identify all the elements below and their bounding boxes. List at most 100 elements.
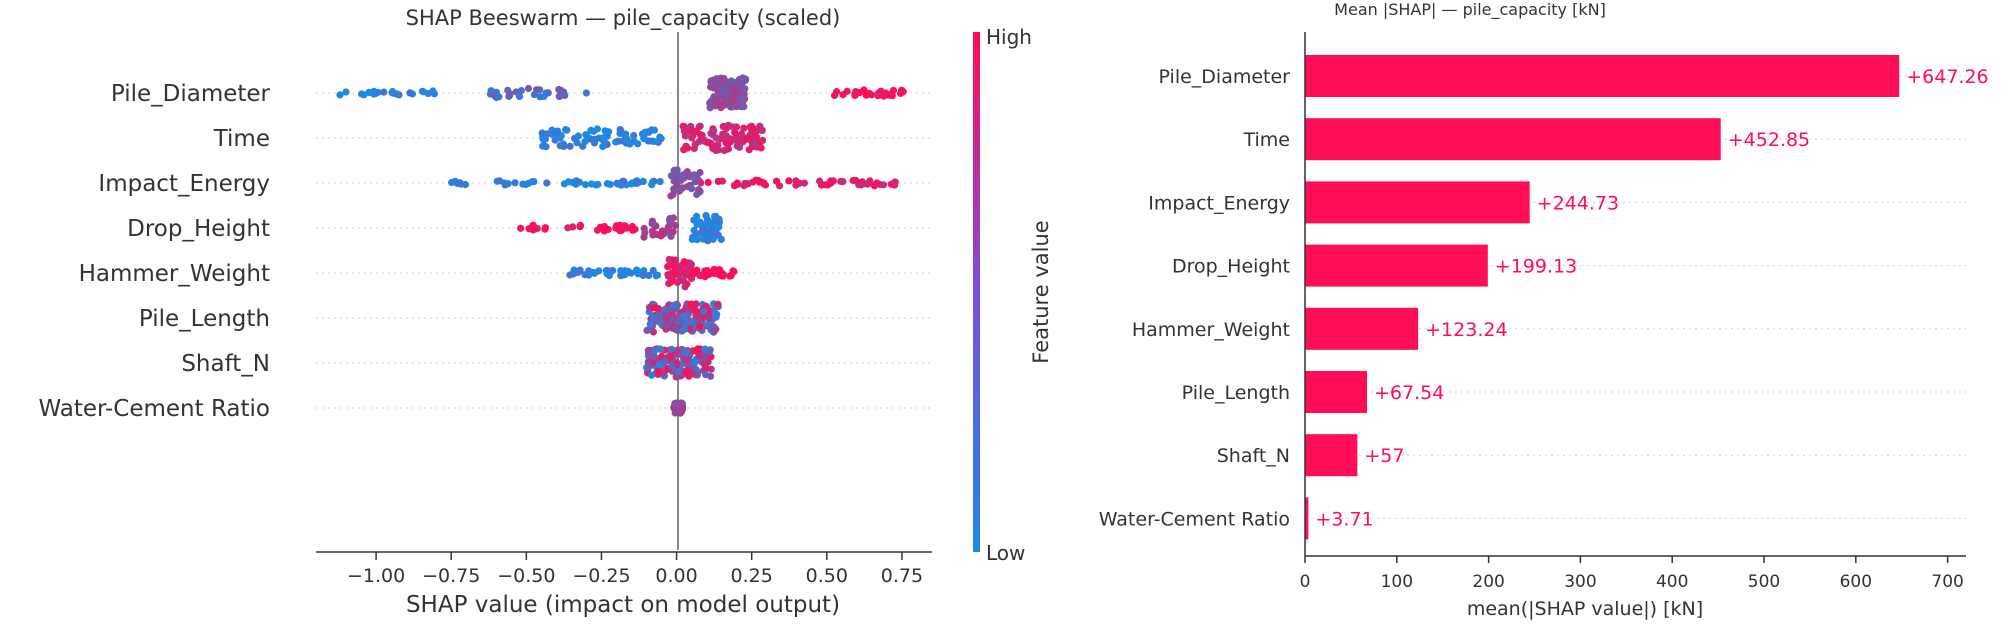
- bar-feature-label: Hammer_Weight: [1132, 319, 1290, 341]
- beeswarm-point: [587, 126, 595, 134]
- beeswarm-point: [687, 260, 696, 269]
- beeswarm-point: [650, 126, 659, 134]
- beeswarm-point: [888, 92, 896, 100]
- bar-x-tick-label: 300: [1564, 572, 1596, 592]
- beeswarm-point: [655, 361, 663, 369]
- beeswarm-point: [688, 185, 696, 193]
- beeswarm-point: [564, 224, 572, 232]
- beeswarm-point: [695, 123, 703, 131]
- beeswarm-point: [648, 181, 656, 189]
- colorbar-low-label: Low: [986, 541, 1025, 565]
- beeswarm-point: [703, 236, 711, 244]
- beeswarm-points: [336, 74, 907, 417]
- beeswarm-point: [649, 267, 657, 275]
- beeswarm-point: [731, 181, 739, 189]
- beeswarm-point: [517, 224, 525, 232]
- beeswarm-point: [555, 92, 563, 100]
- beeswarm-point: [621, 270, 630, 278]
- beeswarm-point: [615, 137, 623, 145]
- beeswarm-point: [639, 177, 647, 185]
- beeswarm-point: [663, 321, 671, 329]
- beeswarm-point: [501, 181, 509, 189]
- beeswarm-point: [824, 181, 832, 189]
- beeswarm-point: [656, 178, 664, 186]
- beeswarm-point: [649, 231, 657, 239]
- bar-x-tick-label: 400: [1656, 572, 1688, 592]
- beeswarm-point: [690, 144, 698, 152]
- beeswarm-point: [695, 351, 703, 359]
- beeswarm-chart: SHAP Beeswarm — pile_capacity (scaled) P…: [38, 6, 932, 618]
- beeswarm-point: [643, 326, 651, 334]
- beeswarm-x-tick-label: −0.50: [497, 565, 555, 587]
- beeswarm-point: [690, 270, 698, 278]
- beeswarm-point: [833, 88, 841, 96]
- beeswarm-point: [705, 314, 713, 323]
- beeswarm-point: [566, 142, 574, 150]
- beeswarm-point: [657, 232, 665, 240]
- beeswarm-point: [406, 89, 414, 97]
- beeswarm-point: [673, 278, 682, 287]
- beeswarm-point: [696, 168, 704, 177]
- beeswarm-point: [683, 368, 691, 377]
- beeswarm-point: [758, 126, 766, 134]
- beeswarm-point: [562, 126, 570, 134]
- beeswarm-point: [640, 233, 648, 241]
- beeswarm-point: [656, 310, 664, 318]
- beeswarm-point: [702, 371, 710, 379]
- beeswarm-point: [692, 234, 700, 242]
- beeswarm-x-ticks: −1.00 −0.75 −0.50 −0.25 0.00 0.25 0.50 0.75: [347, 552, 923, 587]
- beeswarm-point: [696, 272, 704, 280]
- beeswarm-point: [741, 75, 750, 83]
- beeswarm-point: [548, 127, 556, 135]
- bar: [1305, 244, 1488, 287]
- beeswarm-point: [591, 135, 599, 143]
- beeswarm-point: [539, 142, 547, 150]
- beeswarm-point: [714, 141, 722, 149]
- bar-value-label: +199.13: [1495, 256, 1577, 278]
- bar-x-ticks: 0 100 200 300 400 500 600 700: [1300, 556, 1964, 592]
- beeswarm-feature-labels: Pile_Diameter Time Impact_Energy Drop_Heigh…: [38, 81, 270, 422]
- beeswarm-point: [696, 323, 704, 331]
- beeswarm-point: [702, 364, 710, 372]
- beeswarm-point: [670, 268, 678, 276]
- beeswarm-point: [530, 178, 538, 186]
- bar-feature-label: Pile_Diameter: [1159, 66, 1291, 88]
- beeswarm-point: [839, 91, 847, 99]
- beeswarm-point: [665, 262, 673, 270]
- beeswarm-point: [665, 279, 673, 288]
- beeswarm-point: [673, 346, 682, 354]
- beeswarm-point: [719, 130, 727, 138]
- beeswarm-point: [711, 99, 720, 107]
- beeswarm-point: [568, 178, 577, 187]
- beeswarm-x-tick-label: −0.25: [572, 565, 630, 587]
- beeswarm-point: [760, 179, 768, 187]
- beeswarm-point: [519, 180, 527, 188]
- beeswarm-feature-label: Shaft_N: [181, 351, 270, 377]
- beeswarm-point: [697, 179, 705, 187]
- beeswarm-point: [581, 271, 589, 279]
- beeswarm-point: [748, 125, 756, 133]
- bar-feature-label: Drop_Height: [1172, 256, 1290, 278]
- beeswarm-point: [672, 400, 680, 408]
- beeswarm-point: [380, 88, 388, 96]
- beeswarm-point: [692, 215, 700, 223]
- beeswarm-point: [726, 79, 734, 87]
- beeswarm-point: [728, 96, 736, 104]
- beeswarm-point: [626, 140, 634, 148]
- beeswarm-point: [705, 348, 713, 357]
- beeswarm-point: [733, 134, 742, 142]
- bar-value-label: +3.71: [1315, 508, 1373, 530]
- beeswarm-point: [700, 307, 708, 316]
- beeswarm-point: [587, 180, 596, 188]
- beeswarm-point: [574, 132, 583, 140]
- beeswarm-x-tick-label: −0.75: [422, 565, 480, 587]
- beeswarm-point: [727, 103, 735, 111]
- beeswarm-point: [593, 125, 602, 133]
- beeswarm-point: [650, 347, 658, 355]
- beeswarm-point: [573, 139, 581, 147]
- beeswarm-point: [524, 84, 533, 93]
- beeswarm-point: [740, 124, 748, 132]
- beeswarm-point: [336, 91, 344, 99]
- mean-shap-bar-chart: Mean |SHAP| — pile_capacity [kN] +647.26…: [1099, 0, 1989, 620]
- beeswarm-feature-label: Water-Cement Ratio: [38, 396, 270, 422]
